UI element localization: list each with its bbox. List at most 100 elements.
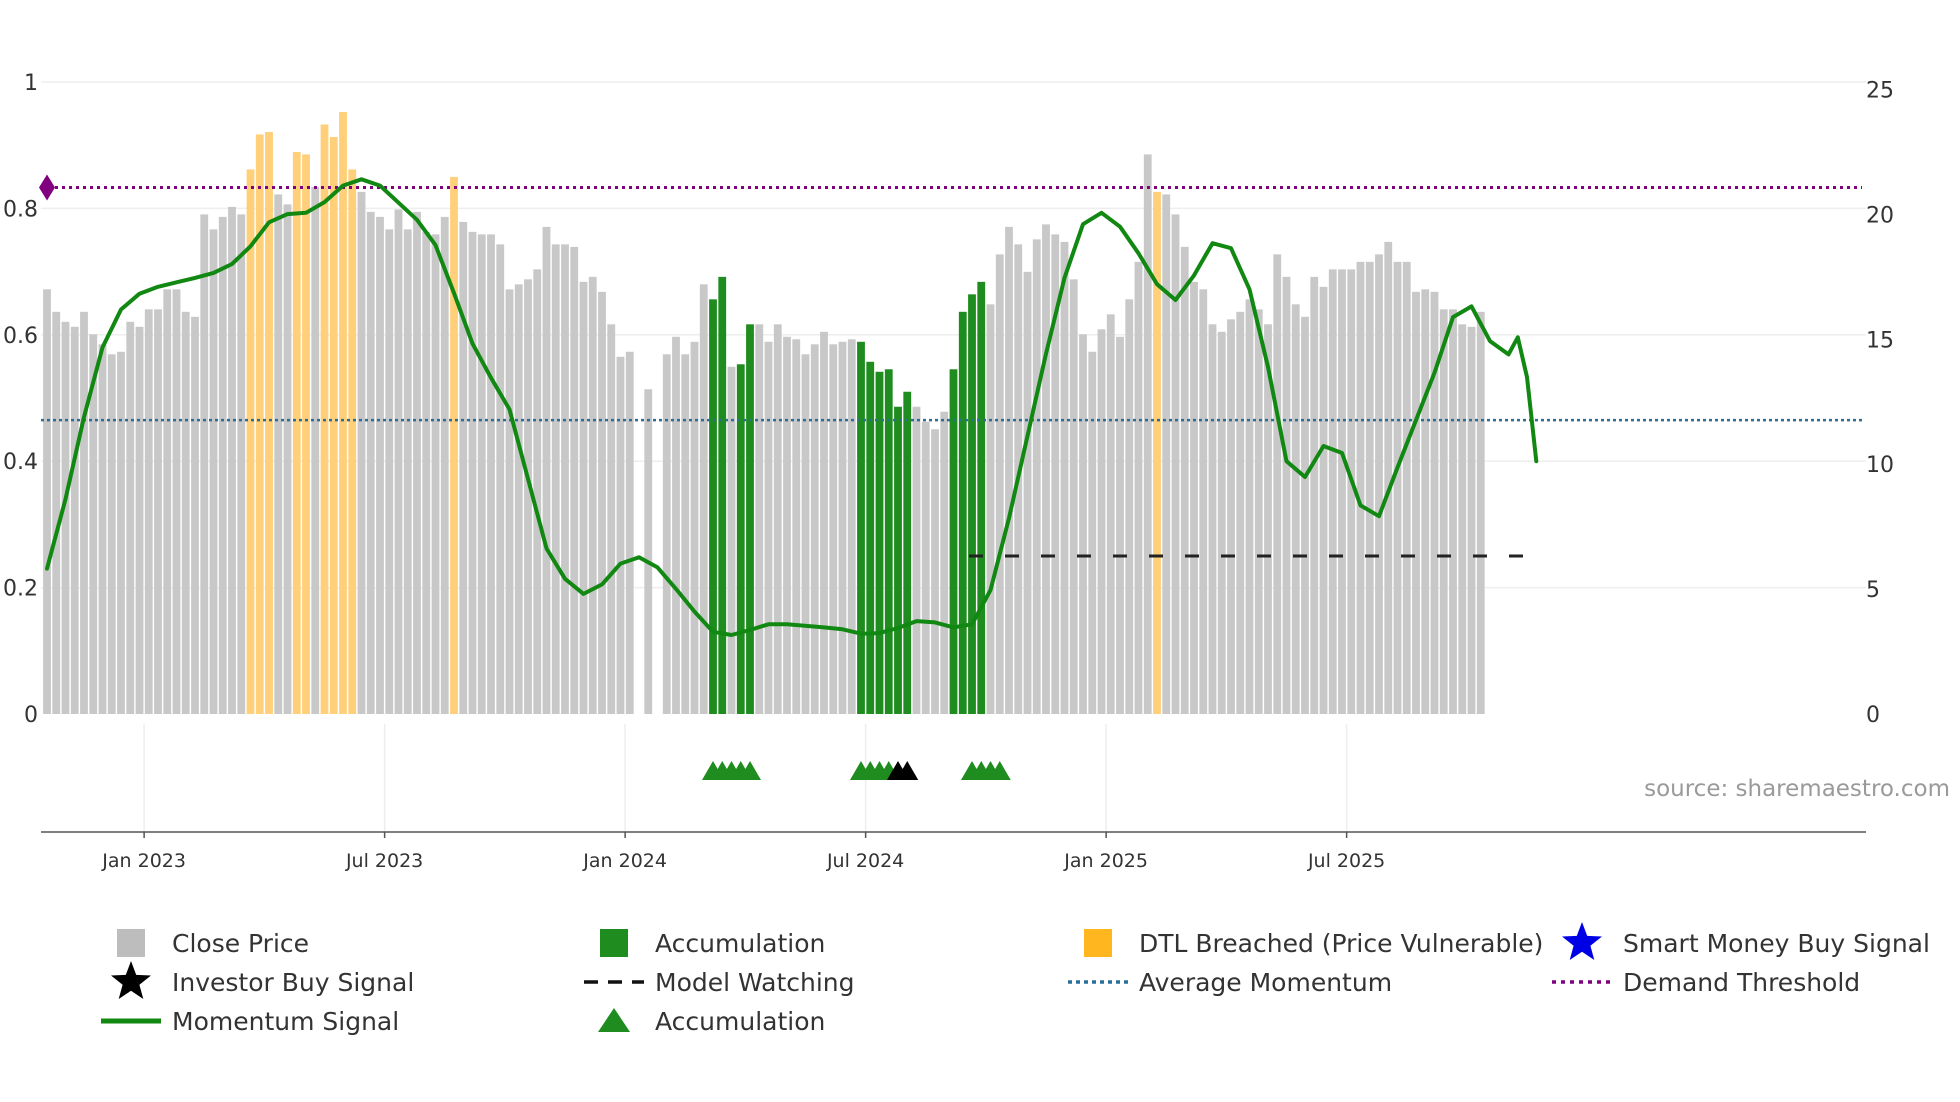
- price-bar: [98, 344, 107, 714]
- accumulation-bar: [857, 341, 865, 714]
- accumulation-bar: [903, 391, 912, 714]
- price-bar: [986, 304, 995, 714]
- demand-threshold-marker: [39, 174, 55, 201]
- price-bar: [1356, 261, 1365, 714]
- dtl-breached-bar: [292, 151, 301, 715]
- price-bar: [940, 411, 949, 714]
- legend-model-watching: Model Watching: [584, 968, 855, 997]
- legend-label: Close Price: [172, 929, 309, 958]
- price-bar: [200, 214, 209, 714]
- price-bar: [1005, 226, 1013, 714]
- x-axis-label: Jan 2024: [582, 850, 667, 872]
- momentum-signal-line: [45, 177, 1539, 637]
- price-bar: [1162, 194, 1171, 714]
- price-bar: [1236, 311, 1245, 714]
- legend-label: Investor Buy Signal: [172, 968, 414, 997]
- price-bar: [89, 334, 98, 714]
- legend-label: DTL Breached (Price Vulnerable): [1139, 929, 1543, 958]
- legend-dtl-breached: DTL Breached (Price Vulnerable): [1084, 929, 1543, 958]
- price-bar: [1217, 331, 1226, 714]
- price-bar: [422, 231, 431, 715]
- legend-label: Accumulation: [655, 929, 825, 958]
- price-bar: [1310, 276, 1319, 714]
- legend-label: Model Watching: [655, 968, 855, 997]
- price-bar: [1467, 326, 1476, 714]
- legend-demand-threshold: Demand Threshold: [1552, 968, 1860, 997]
- price-bar: [1273, 254, 1282, 714]
- price-bar: [52, 311, 61, 714]
- price-bar: [70, 326, 79, 714]
- price-bar: [1402, 261, 1411, 714]
- price-bar: [135, 326, 144, 714]
- price-bar: [43, 289, 51, 714]
- x-axis-label: Jul 2024: [826, 850, 904, 872]
- price-bar: [1125, 299, 1134, 714]
- price-bar: [496, 244, 505, 715]
- left-axis-tick: 0.2: [3, 577, 38, 602]
- legend-icon-accumulation-triangle: [598, 1008, 630, 1032]
- price-bar: [1449, 309, 1457, 714]
- price-bar: [385, 229, 394, 714]
- legend-label: Smart Money Buy Signal: [1623, 929, 1930, 958]
- x-axis-label: Jan 2023: [101, 850, 186, 872]
- price-bar: [829, 344, 838, 714]
- price-bar: [792, 339, 801, 714]
- price-bar: [61, 321, 70, 714]
- price-bar: [801, 354, 810, 714]
- price-bar: [625, 351, 634, 714]
- price-bar: [1079, 334, 1087, 714]
- price-bar: [570, 246, 579, 714]
- price-bar: [1264, 324, 1272, 714]
- price-bar: [1190, 281, 1198, 714]
- legend-icon-smart-money-star: [1562, 922, 1602, 960]
- legend-label: Average Momentum: [1139, 968, 1392, 997]
- price-bar: [995, 254, 1004, 714]
- legend-icon-close-price: [117, 929, 145, 957]
- x-axis-label: Jan 2025: [1063, 850, 1148, 872]
- dtl-breached-bar: [329, 136, 338, 714]
- legend-label: Accumulation: [655, 1007, 825, 1036]
- price-bar: [487, 234, 495, 714]
- accumulation-bar: [977, 281, 986, 714]
- accumulation-bar: [875, 371, 884, 714]
- price-bar: [755, 324, 764, 714]
- accumulation-bar: [709, 299, 717, 714]
- price-bar: [820, 331, 828, 714]
- price-bar: [533, 269, 542, 714]
- left-axis-tick: 0.6: [3, 324, 38, 349]
- price-bar: [1116, 336, 1124, 714]
- price-bar: [1208, 324, 1217, 714]
- price-bar: [1291, 304, 1300, 714]
- right-axis-tick: 5: [1866, 578, 1880, 603]
- price-bar: [181, 311, 190, 714]
- price-bar: [672, 336, 680, 714]
- price-bar: [126, 321, 135, 714]
- price-bar: [1097, 329, 1106, 714]
- left-axis-tick: 0.8: [3, 197, 38, 222]
- legend-icon-accumulation: [600, 929, 628, 957]
- price-bar: [931, 429, 939, 714]
- price-bar: [838, 341, 847, 714]
- price-bar: [1412, 291, 1420, 714]
- price-bar: [1282, 276, 1291, 714]
- price-bar: [579, 281, 588, 714]
- legend-icon-investor-star: [111, 961, 151, 999]
- price-bar: [1421, 289, 1430, 714]
- price-bar: [1088, 351, 1097, 714]
- price-bar: [1051, 234, 1060, 714]
- right-axis-tick: 25: [1866, 78, 1894, 103]
- price-bar: [607, 324, 616, 714]
- price-bar: [1023, 271, 1032, 714]
- accumulation-bar: [958, 311, 967, 714]
- price-bar: [598, 291, 606, 714]
- price-bar: [172, 289, 181, 714]
- price-bar: [561, 244, 569, 715]
- legend-label: Momentum Signal: [172, 1007, 399, 1036]
- price-bar: [921, 421, 930, 714]
- price-bar: [1254, 309, 1263, 714]
- legend-investor-buy: Investor Buy Signal: [111, 961, 414, 999]
- price-bar: [1328, 269, 1337, 714]
- dtl-breached-bar: [265, 131, 273, 715]
- price-bar: [1347, 269, 1356, 714]
- dtl-breached-bar: [255, 134, 264, 714]
